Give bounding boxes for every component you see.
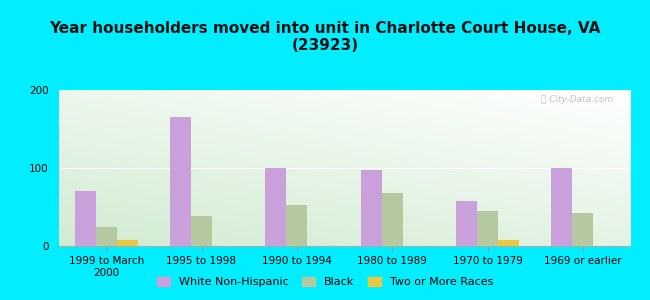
Bar <box>75 191 96 246</box>
Legend: White Non-Hispanic, Black, Two or More Races: White Non-Hispanic, Black, Two or More R… <box>152 272 498 291</box>
Bar <box>265 168 287 246</box>
Text: Ⓢ City-Data.com: Ⓢ City-Data.com <box>541 95 614 104</box>
Bar <box>477 211 498 246</box>
Bar <box>287 206 307 246</box>
Bar <box>191 216 212 246</box>
Bar <box>170 117 191 246</box>
Bar <box>551 168 573 246</box>
Bar <box>456 201 477 246</box>
Bar <box>361 169 382 246</box>
Bar <box>498 240 519 246</box>
Bar <box>382 193 402 246</box>
Bar <box>96 226 116 246</box>
Bar <box>116 240 138 246</box>
Text: Year householders moved into unit in Charlotte Court House, VA
(23923): Year householders moved into unit in Cha… <box>49 21 601 53</box>
Bar <box>573 213 593 246</box>
